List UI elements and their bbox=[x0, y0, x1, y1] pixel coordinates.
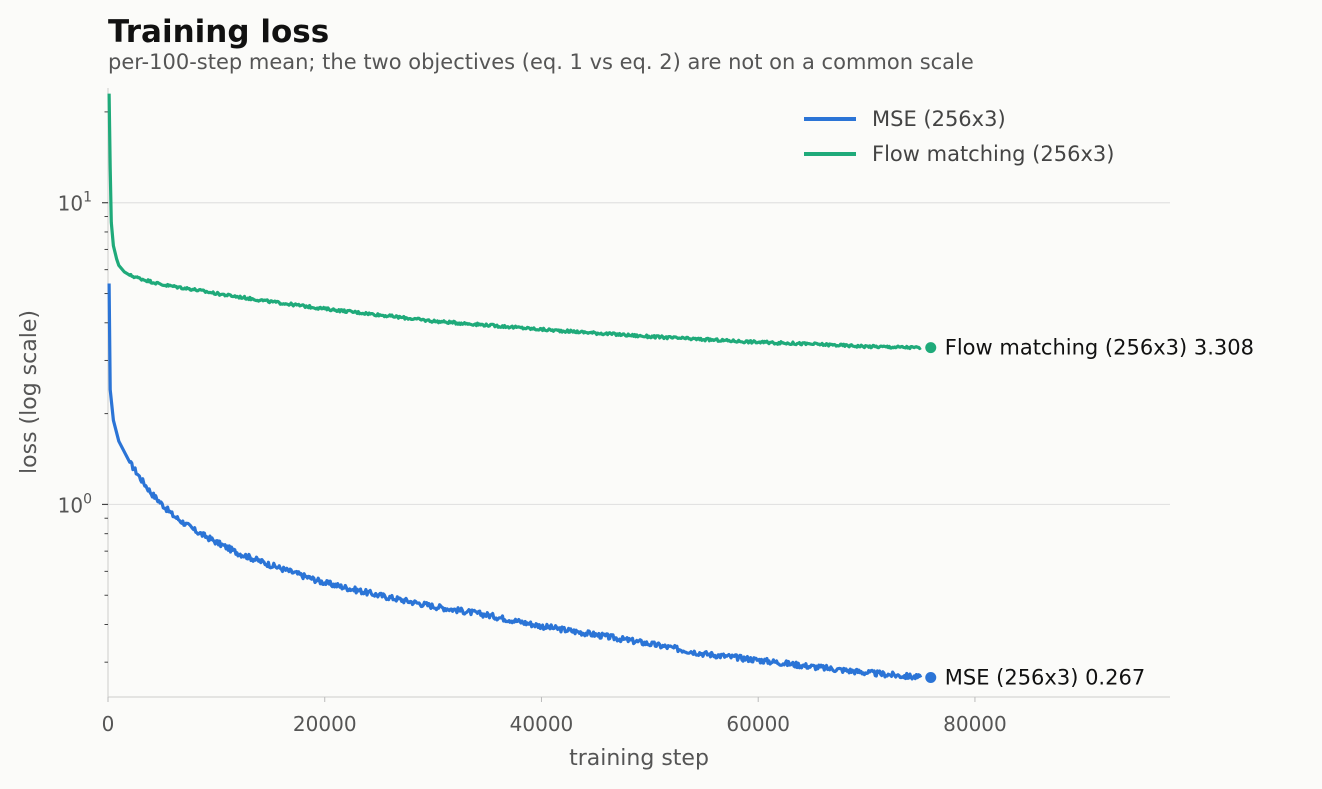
legend-label-mse: MSE (256x3) bbox=[872, 107, 1006, 131]
x-axis-label: training step bbox=[569, 746, 709, 771]
y-axis-label: loss (log scale) bbox=[17, 310, 42, 474]
series-end-dot-flow-matching bbox=[925, 342, 937, 354]
series-end-label-mse: MSE (256x3) 0.267 bbox=[945, 665, 1145, 689]
series-end-labels: MSE (256x3) 0.267 Flow matching (256x3) 3… bbox=[925, 336, 1254, 689]
x-tick-label: 40000 bbox=[510, 712, 574, 736]
y-minor-ticks bbox=[102, 111, 108, 663]
x-tick-labels: 0 20000 40000 60000 80000 bbox=[102, 697, 1007, 736]
y-tick-label: 101 bbox=[58, 190, 92, 216]
series-end-dot-mse bbox=[925, 671, 937, 683]
series-end-label-flow-matching: Flow matching (256x3) 3.308 bbox=[945, 336, 1254, 360]
grid-lines bbox=[108, 202, 1170, 506]
y-tick-label: 100 bbox=[58, 491, 92, 517]
series-lines bbox=[107, 93, 923, 681]
chart-subtitle: per-100-step mean; the two objectives (e… bbox=[108, 50, 974, 74]
legend-label-flow-matching: Flow matching (256x3) bbox=[872, 142, 1114, 166]
x-tick-label: 20000 bbox=[293, 712, 357, 736]
y-tick-labels: 100 101 bbox=[58, 190, 92, 518]
x-tick-label: 80000 bbox=[943, 712, 1007, 736]
series-line-flow-matching bbox=[107, 93, 922, 351]
series-line-mse bbox=[107, 283, 923, 681]
x-tick-label: 0 bbox=[102, 712, 115, 736]
legend: MSE (256x3) Flow matching (256x3) bbox=[804, 107, 1114, 166]
x-tick-label: 60000 bbox=[726, 712, 790, 736]
chart-title: Training loss bbox=[108, 14, 329, 50]
